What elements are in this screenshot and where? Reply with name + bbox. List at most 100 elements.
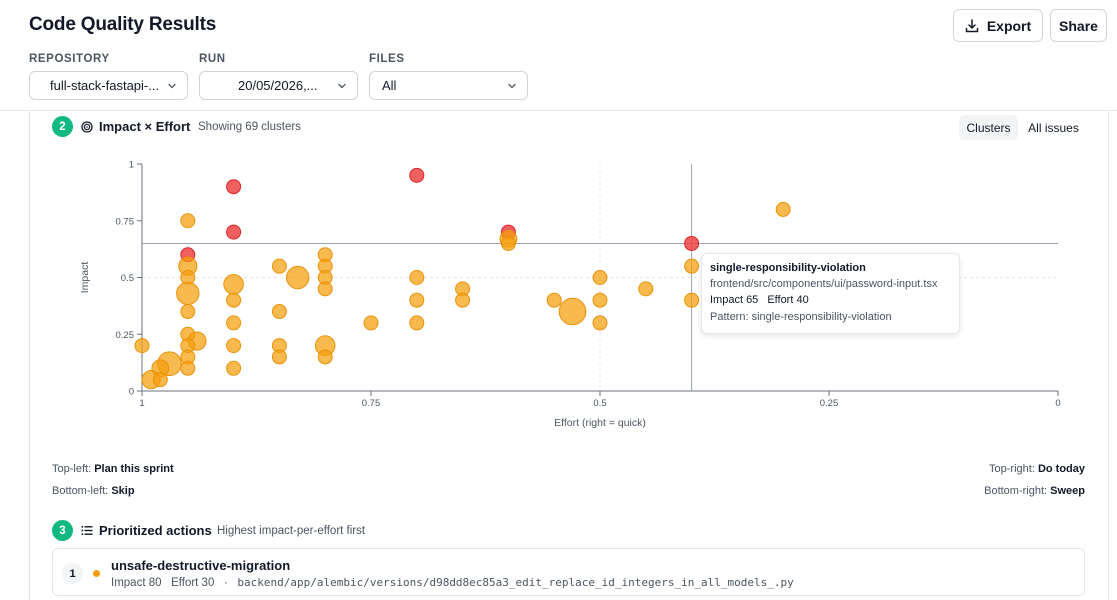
data-point <box>775 201 791 217</box>
data-point <box>409 292 425 308</box>
data-point <box>684 258 700 274</box>
impact-effort-title: Impact × Effort <box>99 119 191 134</box>
data-point <box>592 315 608 331</box>
data-point <box>317 281 333 297</box>
data-point <box>180 213 196 229</box>
severity-dot <box>93 570 100 577</box>
data-point <box>546 292 562 308</box>
quadrant-label: Bottom-left: <box>52 485 109 497</box>
data-point-high <box>226 224 242 240</box>
data-point-high <box>684 235 700 251</box>
data-point <box>500 235 516 251</box>
quadrant-label: Bottom-right: <box>984 485 1048 497</box>
quadrant-bottom-right: Bottom-right: Sweep <box>984 485 1085 497</box>
y-tick-label: 0.25 <box>116 330 135 341</box>
chevron-down-icon <box>508 83 516 88</box>
export-label: Export <box>986 17 1032 34</box>
data-point <box>286 265 310 290</box>
tooltip-title: single-responsibility-violation <box>710 262 866 274</box>
share-button[interactable]: Share <box>1050 9 1107 42</box>
files-select[interactable]: All <box>369 71 528 100</box>
repository-select[interactable]: full-stack-fastapi-... <box>29 71 188 100</box>
quadrant-value: Plan this sprint <box>94 463 174 475</box>
quadrant-label: Top-right: <box>989 463 1035 475</box>
toggle-all-issues[interactable]: All issues <box>1028 120 1079 135</box>
files-value: All <box>382 78 397 93</box>
action-effort: Effort 30 <box>171 577 215 589</box>
data-point <box>176 281 200 306</box>
data-point <box>558 297 587 326</box>
quadrant-value: Sweep <box>1050 485 1085 497</box>
data-point <box>271 349 287 365</box>
data-point <box>592 292 608 308</box>
data-point <box>226 315 242 331</box>
quadrant-top-right: Top-right: Do today <box>989 463 1085 475</box>
data-point <box>363 315 379 331</box>
tooltip-metrics: Impact 65 Effort 40 <box>710 294 951 306</box>
action-path: backend/app/alembic/versions/d98dd8ec85a… <box>237 576 794 589</box>
y-tick-label: 0.5 <box>121 273 134 284</box>
data-point-high <box>226 179 242 195</box>
action-title: unsafe-destructive-migration <box>111 558 291 573</box>
data-point <box>455 292 471 308</box>
impact-effort-subtitle: Showing 69 clusters <box>198 121 301 133</box>
step-badge: 3 <box>52 520 73 541</box>
tooltip-effort: Effort 40 <box>767 294 809 306</box>
results-panel <box>29 111 1109 600</box>
run-label: RUN <box>199 53 226 65</box>
data-point <box>684 292 700 308</box>
data-point <box>226 292 242 308</box>
y-axis-label: Impact <box>79 262 91 294</box>
quadrant-bottom-left: Bottom-left: Skip <box>52 485 135 497</box>
quadrant-label: Top-left: <box>52 463 92 475</box>
data-point <box>592 270 608 285</box>
data-point <box>180 304 196 320</box>
list-icon <box>81 526 93 535</box>
prioritized-actions-subtitle: Highest impact-per-effort first <box>217 525 366 537</box>
data-point <box>226 338 242 354</box>
run-select[interactable]: 20/05/2026,... <box>199 71 358 100</box>
data-point <box>409 315 425 331</box>
x-tick-label: 0.25 <box>820 398 839 409</box>
data-point <box>134 338 150 354</box>
chevron-down-icon <box>168 83 176 88</box>
tooltip-pattern: Pattern: single-responsibility-violation <box>710 311 892 323</box>
repository-value: full-stack-fastapi-... <box>50 78 160 93</box>
y-tick-label: 1 <box>129 160 134 171</box>
data-point <box>152 372 168 388</box>
x-tick-label: 0 <box>1055 398 1060 409</box>
step-badge: 2 <box>52 116 73 137</box>
data-point <box>271 304 287 320</box>
data-point <box>638 281 654 297</box>
tooltip-file: frontend/src/components/ui/password-inpu… <box>710 278 938 290</box>
x-tick-label: 0.75 <box>362 398 381 409</box>
action-item[interactable]: 1 unsafe-destructive-migration Impact 80… <box>52 548 1085 596</box>
action-impact: Impact 80 <box>111 577 162 589</box>
toggle-clusters[interactable]: Clusters <box>959 115 1018 140</box>
data-point-high <box>409 167 425 183</box>
y-tick-label: 0.75 <box>116 216 135 227</box>
quadrant-top-left: Top-left: Plan this sprint <box>52 463 174 475</box>
data-point <box>317 349 333 365</box>
run-value: 20/05/2026,... <box>238 78 318 93</box>
x-axis-label: Effort (right = quick) <box>554 417 646 429</box>
data-point <box>271 258 287 274</box>
export-button[interactable]: Export <box>953 9 1043 42</box>
download-icon <box>965 18 979 32</box>
page-title: Code Quality Results <box>29 14 217 35</box>
data-point <box>223 274 244 295</box>
x-tick-label: 0.5 <box>593 398 606 409</box>
action-meta: Impact 80 Effort 30 · backend/app/alembi… <box>111 576 794 589</box>
x-tick-label: 1 <box>139 398 144 409</box>
prioritized-actions-title: Prioritized actions <box>99 523 212 538</box>
chart-tooltip: single-responsibility-violation frontend… <box>701 253 960 334</box>
tooltip-impact: Impact 65 <box>710 294 759 306</box>
action-rank: 1 <box>62 563 83 584</box>
top-bar: Code Quality Results Export Share REPOSI… <box>0 0 1117 111</box>
quadrant-value: Skip <box>111 485 135 497</box>
data-point <box>180 360 196 376</box>
repository-label: REPOSITORY <box>29 53 110 65</box>
y-tick-label: 0 <box>129 387 134 398</box>
files-label: FILES <box>369 53 405 65</box>
